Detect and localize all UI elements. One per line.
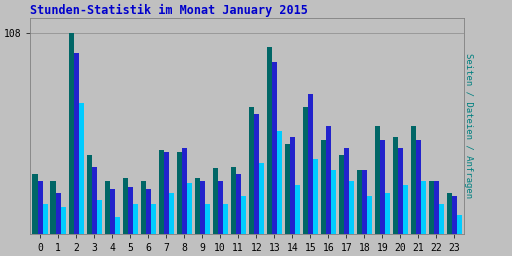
Bar bbox=[182, 148, 187, 233]
Bar bbox=[331, 170, 336, 233]
Bar bbox=[218, 182, 223, 233]
Bar bbox=[254, 114, 259, 233]
Bar bbox=[37, 182, 42, 233]
Y-axis label: Seiten / Dateien / Anfragen: Seiten / Dateien / Anfragen bbox=[464, 53, 473, 198]
Bar bbox=[434, 182, 439, 233]
Bar bbox=[277, 131, 282, 233]
Bar bbox=[313, 159, 318, 233]
Bar bbox=[398, 148, 403, 233]
Bar bbox=[51, 182, 55, 233]
Bar bbox=[285, 144, 290, 233]
Bar bbox=[452, 196, 457, 233]
Bar bbox=[259, 163, 264, 233]
Bar bbox=[151, 204, 156, 233]
Bar bbox=[92, 167, 97, 233]
Bar bbox=[421, 182, 426, 233]
Bar bbox=[380, 141, 385, 233]
Bar bbox=[122, 178, 127, 233]
Bar bbox=[87, 155, 92, 233]
Bar bbox=[241, 196, 246, 233]
Bar bbox=[375, 126, 380, 233]
Bar bbox=[104, 182, 110, 233]
Bar bbox=[439, 204, 444, 233]
Bar bbox=[411, 126, 416, 233]
Bar bbox=[195, 178, 200, 233]
Bar bbox=[159, 150, 164, 233]
Bar bbox=[168, 193, 174, 233]
Bar bbox=[416, 141, 421, 233]
Bar bbox=[429, 182, 434, 233]
Bar bbox=[145, 189, 151, 233]
Bar bbox=[79, 103, 83, 233]
Text: Stunden-Statistik im Monat January 2015: Stunden-Statistik im Monat January 2015 bbox=[30, 4, 308, 17]
Bar bbox=[127, 187, 133, 233]
Bar bbox=[249, 107, 254, 233]
Bar bbox=[344, 148, 349, 233]
Bar bbox=[177, 152, 182, 233]
Bar bbox=[205, 204, 210, 233]
Bar bbox=[349, 182, 354, 233]
Bar bbox=[357, 170, 362, 233]
Bar bbox=[141, 182, 145, 233]
Bar bbox=[32, 174, 37, 233]
Bar bbox=[212, 168, 218, 233]
Bar bbox=[200, 182, 205, 233]
Bar bbox=[223, 204, 228, 233]
Bar bbox=[295, 185, 300, 233]
Bar bbox=[272, 62, 277, 233]
Bar bbox=[42, 204, 48, 233]
Bar bbox=[457, 215, 462, 233]
Bar bbox=[339, 155, 344, 233]
Bar bbox=[55, 193, 60, 233]
Bar bbox=[290, 137, 295, 233]
Bar bbox=[362, 170, 367, 233]
Bar bbox=[385, 193, 390, 233]
Bar bbox=[321, 141, 326, 233]
Bar bbox=[231, 167, 236, 233]
Bar bbox=[267, 48, 272, 233]
Bar bbox=[164, 152, 168, 233]
Bar bbox=[69, 33, 74, 233]
Bar bbox=[133, 204, 138, 233]
Bar bbox=[110, 189, 115, 233]
Bar bbox=[115, 217, 120, 233]
Bar bbox=[97, 200, 102, 233]
Bar bbox=[367, 196, 372, 233]
Bar bbox=[187, 183, 192, 233]
Bar bbox=[403, 185, 408, 233]
Bar bbox=[74, 53, 79, 233]
Bar bbox=[236, 174, 241, 233]
Bar bbox=[326, 126, 331, 233]
Bar bbox=[303, 107, 308, 233]
Bar bbox=[447, 193, 452, 233]
Bar bbox=[393, 137, 398, 233]
Bar bbox=[308, 94, 313, 233]
Bar bbox=[60, 207, 66, 233]
